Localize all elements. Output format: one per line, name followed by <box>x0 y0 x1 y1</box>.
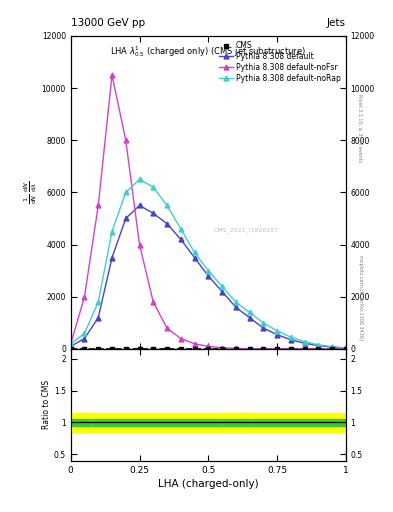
CMS <box>123 346 128 352</box>
Text: Jets: Jets <box>327 18 346 28</box>
CMS <box>220 346 224 352</box>
Pythia 8.308 default-noFsr <box>68 340 73 347</box>
Pythia 8.308 default-noRap <box>178 226 183 232</box>
Text: CMS_2021_I1920187: CMS_2021_I1920187 <box>214 227 279 233</box>
Pythia 8.308 default-noFsr <box>151 299 156 305</box>
CMS <box>275 346 279 352</box>
Pythia 8.308 default-noRap <box>288 334 293 340</box>
Pythia 8.308 default-noFsr <box>343 346 348 352</box>
Text: mcplots.cern.ch [arXiv:1306.3436]: mcplots.cern.ch [arXiv:1306.3436] <box>358 254 363 339</box>
Pythia 8.308 default <box>275 332 279 338</box>
Y-axis label: Ratio to CMS: Ratio to CMS <box>42 380 51 430</box>
Pythia 8.308 default-noFsr <box>275 346 279 352</box>
Pythia 8.308 default-noRap <box>247 309 252 315</box>
Pythia 8.308 default <box>220 288 224 294</box>
Text: LHA $\lambda^{1}_{0.5}$ (charged only) (CMS jet substructure): LHA $\lambda^{1}_{0.5}$ (charged only) (… <box>110 44 306 58</box>
CMS <box>165 346 169 352</box>
Pythia 8.308 default <box>178 237 183 243</box>
Pythia 8.308 default <box>68 343 73 349</box>
Pythia 8.308 default-noFsr <box>123 137 128 143</box>
CMS <box>343 346 348 352</box>
Pythia 8.308 default <box>123 216 128 222</box>
Pythia 8.308 default-noFsr <box>233 346 238 352</box>
Pythia 8.308 default-noRap <box>96 299 101 305</box>
Pythia 8.308 default-noFsr <box>82 294 87 300</box>
Pythia 8.308 default-noFsr <box>261 346 266 352</box>
Pythia 8.308 default-noRap <box>316 342 321 348</box>
Legend: CMS, Pythia 8.308 default, Pythia 8.308 default-noFsr, Pythia 8.308 default-noRa: CMS, Pythia 8.308 default, Pythia 8.308 … <box>216 38 343 86</box>
Pythia 8.308 default-noRap <box>275 328 279 334</box>
Pythia 8.308 default-noFsr <box>316 346 321 352</box>
Pythia 8.308 default-noFsr <box>220 345 224 351</box>
Pythia 8.308 default-noFsr <box>165 325 169 331</box>
Pythia 8.308 default-noFsr <box>206 343 211 349</box>
Pythia 8.308 default-noRap <box>82 330 87 336</box>
Pythia 8.308 default-noRap <box>302 338 307 345</box>
Pythia 8.308 default-noRap <box>220 283 224 289</box>
CMS <box>151 346 156 352</box>
Pythia 8.308 default-noRap <box>233 299 238 305</box>
Pythia 8.308 default-noRap <box>206 268 211 274</box>
Pythia 8.308 default <box>288 337 293 343</box>
Pythia 8.308 default <box>343 345 348 351</box>
Pythia 8.308 default-noRap <box>68 340 73 347</box>
Pythia 8.308 default <box>302 340 307 346</box>
Pythia 8.308 default <box>151 210 156 217</box>
Pythia 8.308 default <box>316 343 321 349</box>
Pythia 8.308 default-noRap <box>343 345 348 351</box>
Pythia 8.308 default <box>233 304 238 310</box>
CMS <box>261 346 266 352</box>
Pythia 8.308 default <box>206 273 211 279</box>
Line: Pythia 8.308 default: Pythia 8.308 default <box>68 203 348 351</box>
Pythia 8.308 default-noFsr <box>288 346 293 352</box>
Pythia 8.308 default <box>110 254 114 261</box>
CMS <box>288 346 293 352</box>
Y-axis label: $\frac{1}{\mathrm{d}N}$ $\frac{\mathrm{d}N}{\mathrm{d}\lambda}$: $\frac{1}{\mathrm{d}N}$ $\frac{\mathrm{d… <box>22 181 39 204</box>
CMS <box>137 346 142 352</box>
Pythia 8.308 default-noFsr <box>110 72 114 78</box>
Pythia 8.308 default <box>192 254 197 261</box>
Pythia 8.308 default <box>137 202 142 208</box>
CMS <box>206 346 211 352</box>
CMS <box>110 346 114 352</box>
Text: Rivet 3.1.10, ≥ 3.4M events: Rivet 3.1.10, ≥ 3.4M events <box>358 94 363 162</box>
Pythia 8.308 default <box>82 335 87 342</box>
CMS <box>178 346 183 352</box>
Pythia 8.308 default-noFsr <box>137 242 142 248</box>
CMS <box>68 346 73 352</box>
CMS <box>316 346 321 352</box>
Line: CMS: CMS <box>68 347 348 351</box>
Pythia 8.308 default-noFsr <box>192 340 197 347</box>
CMS <box>192 346 197 352</box>
CMS <box>82 346 87 352</box>
Pythia 8.308 default-noRap <box>123 189 128 196</box>
Pythia 8.308 default-noRap <box>137 176 142 182</box>
Pythia 8.308 default-noFsr <box>330 346 334 352</box>
CMS <box>233 346 238 352</box>
Pythia 8.308 default-noFsr <box>96 202 101 208</box>
CMS <box>302 346 307 352</box>
Pythia 8.308 default-noFsr <box>247 346 252 352</box>
Pythia 8.308 default <box>261 325 266 331</box>
Pythia 8.308 default-noRap <box>165 202 169 208</box>
Text: 13000 GeV pp: 13000 GeV pp <box>71 18 145 28</box>
Pythia 8.308 default <box>247 314 252 321</box>
CMS <box>330 346 334 352</box>
Pythia 8.308 default-noFsr <box>302 346 307 352</box>
CMS <box>247 346 252 352</box>
Pythia 8.308 default-noFsr <box>178 335 183 342</box>
Pythia 8.308 default-noRap <box>330 344 334 350</box>
CMS <box>96 346 101 352</box>
Pythia 8.308 default-noRap <box>192 249 197 255</box>
Pythia 8.308 default-noRap <box>261 320 266 326</box>
Pythia 8.308 default <box>165 221 169 227</box>
Pythia 8.308 default-noRap <box>151 184 156 190</box>
Pythia 8.308 default <box>330 344 334 350</box>
Pythia 8.308 default-noRap <box>110 228 114 234</box>
X-axis label: LHA (charged-only): LHA (charged-only) <box>158 479 259 489</box>
Line: Pythia 8.308 default-noFsr: Pythia 8.308 default-noFsr <box>68 73 348 351</box>
Pythia 8.308 default <box>96 314 101 321</box>
Line: Pythia 8.308 default-noRap: Pythia 8.308 default-noRap <box>68 177 348 350</box>
